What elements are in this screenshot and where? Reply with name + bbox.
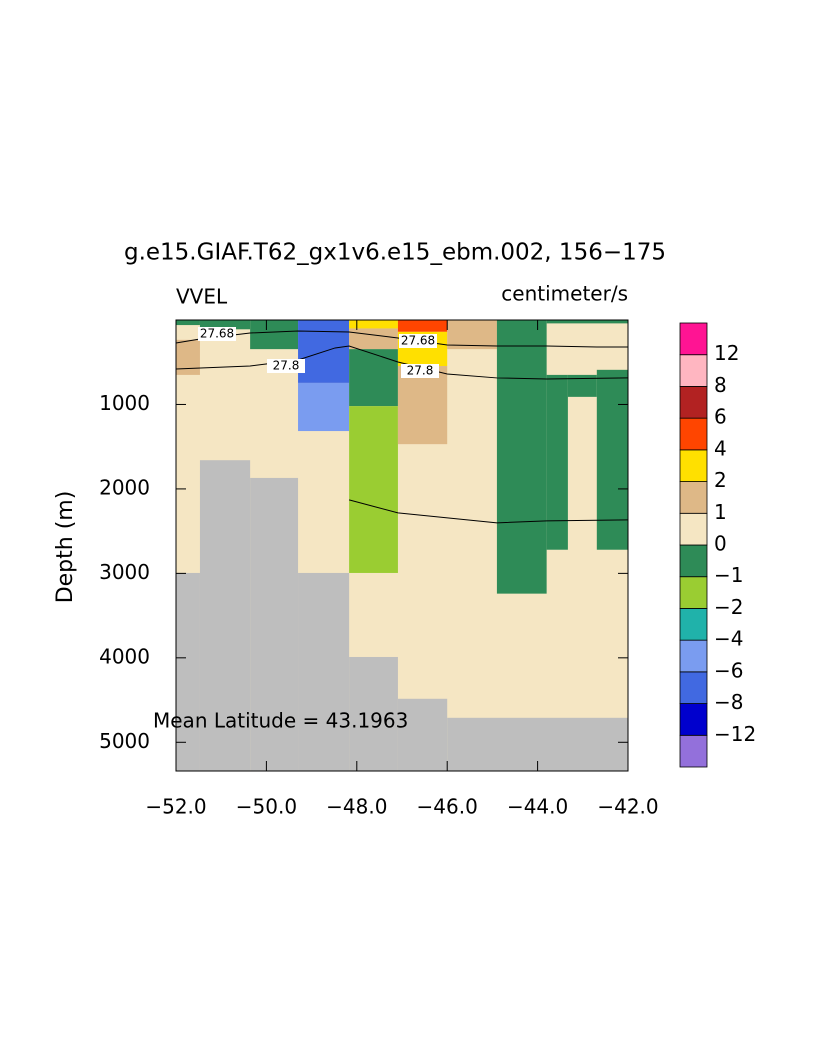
colorbar-box: [679, 417, 708, 451]
left-label: VVEL: [176, 285, 228, 309]
contour-line: [348, 499, 629, 524]
cell: [298, 572, 350, 771]
colorbar-label: 8: [714, 373, 727, 397]
colorbar-label: 2: [714, 468, 727, 492]
contour-label: 27.68: [401, 334, 435, 348]
contour-label-box: [267, 359, 305, 373]
x-tick-label: −48.0: [326, 795, 387, 819]
colorbar-box: [679, 544, 708, 578]
y-tick-label: 2000: [99, 475, 150, 499]
contour-label-box: [198, 327, 236, 341]
colorbar-box: [679, 703, 708, 736]
cell: [546, 320, 628, 324]
cell: [176, 572, 200, 771]
colorbar-box: [679, 481, 708, 514]
cell: [199, 460, 251, 771]
cell: [349, 349, 398, 407]
cell: [447, 320, 497, 350]
annotation: Mean Latitude = 43.1963: [153, 709, 408, 733]
colorbar-label: −2: [714, 595, 743, 619]
colorbar-box: [679, 512, 708, 546]
colorbar-box: [679, 608, 708, 641]
colorbar-box: [679, 734, 708, 768]
cell: [397, 320, 448, 332]
colorbar-label: −8: [714, 690, 743, 714]
y-tick-label: 3000: [99, 560, 150, 584]
x-tick-label: −46.0: [417, 795, 478, 819]
colorbar-box: [679, 671, 708, 704]
plot-frame: [175, 319, 629, 772]
cell: [397, 698, 448, 771]
cell: [397, 366, 448, 445]
colorbar-label: −6: [714, 658, 743, 682]
colorbar-box: [679, 576, 708, 609]
y-tick-label: 1000: [99, 391, 150, 415]
cell: [546, 374, 568, 550]
colorbar-label: 0: [714, 532, 727, 556]
colorbar-box: [679, 354, 708, 387]
cell: [199, 320, 251, 330]
x-tick-label: −44.0: [507, 795, 568, 819]
y-tick-label: 4000: [99, 644, 150, 668]
contour-label: 27.8: [273, 359, 300, 373]
right-label: centimeter/s: [501, 282, 628, 306]
chart-title: g.e15.GIAF.T62_gx1v6.e15_ebm.002, 156−17…: [124, 240, 666, 266]
cell: [349, 320, 398, 329]
colorbar-box: [679, 386, 708, 419]
colorbar-box: [679, 449, 708, 482]
x-tick-label: −50.0: [236, 795, 297, 819]
cell: [349, 328, 398, 350]
colorbar-label: −12: [714, 722, 756, 746]
colorbar-label: 6: [714, 405, 727, 429]
cell: [349, 656, 398, 771]
cell: [176, 339, 200, 375]
contour-label-box: [399, 334, 437, 348]
x-tick-label: −52.0: [145, 795, 206, 819]
contour-label: 27.8: [407, 364, 434, 378]
y-axis-label: Depth (m): [53, 491, 78, 604]
colorbar-label: 1: [714, 500, 727, 524]
colorbar-box: [679, 322, 708, 356]
cell: [298, 382, 350, 432]
cell: [596, 369, 628, 550]
colorbar-label: −4: [714, 627, 743, 651]
cell: [349, 406, 398, 573]
x-tick-label: −42.0: [597, 795, 658, 819]
colorbar-label: 12: [714, 341, 739, 365]
cell: [496, 320, 547, 594]
cell: [176, 320, 200, 326]
contour-label-box: [401, 364, 439, 378]
cell: [250, 477, 299, 771]
colorbar-label: −1: [714, 563, 743, 587]
contour-label: 27.68: [200, 327, 234, 341]
cell: [567, 374, 597, 397]
y-tick-label: 5000: [99, 729, 150, 753]
cell: [250, 320, 299, 350]
colorbar-box: [679, 639, 708, 673]
colorbar-label: 4: [714, 436, 727, 460]
